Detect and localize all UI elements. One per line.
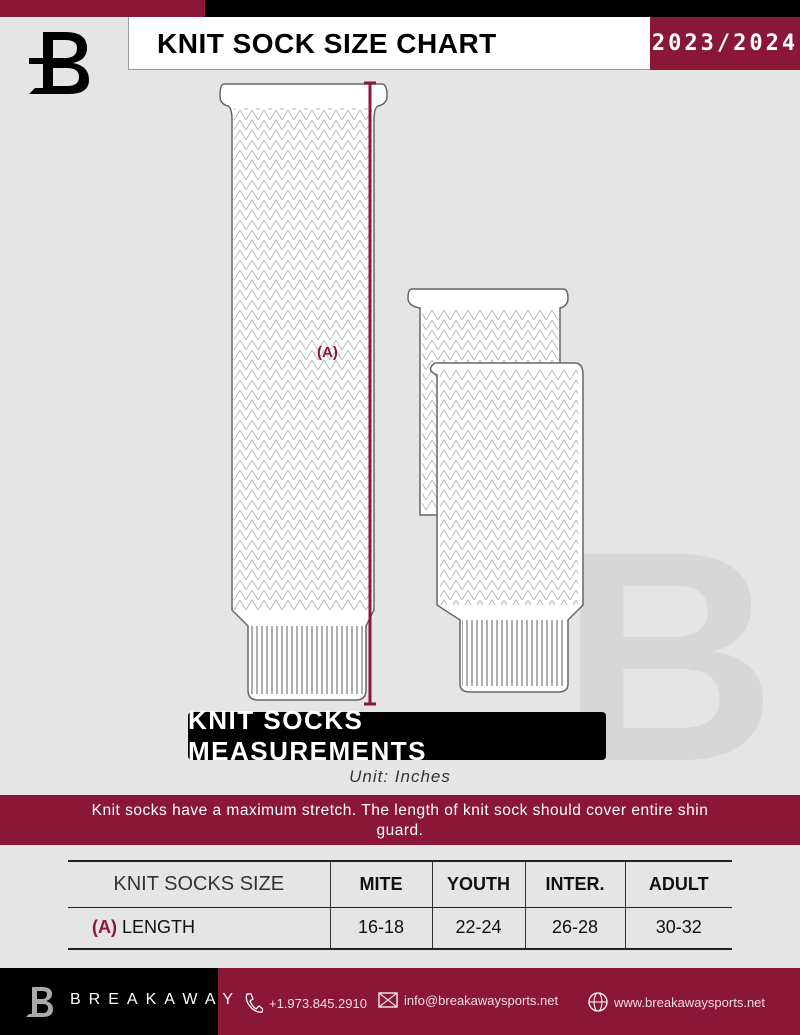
header-cell: ADULT — [624, 860, 732, 908]
footer-logo-icon — [26, 987, 53, 1017]
measurements-banner: KNIT SOCKS MEASUREMENTS — [188, 705, 606, 766]
row-label-text: LENGTH — [122, 917, 196, 938]
footer-brand: BREAKAWAY — [70, 991, 241, 1008]
table-cell: 16-18 — [329, 907, 432, 950]
globe-icon — [588, 992, 608, 1012]
note-text: Knit socks have a maximum stretch. The l… — [91, 802, 709, 839]
table-header-row: KNIT SOCKS SIZE MITE YOUTH INTER. ADULT — [68, 860, 732, 908]
email-text: info@breakawaysports.net — [404, 992, 559, 1008]
size-table: KNIT SOCKS SIZE MITE YOUTH INTER. ADULT … — [68, 860, 732, 950]
footer-contact-area — [218, 968, 800, 1035]
table-cell: 30-32 — [624, 907, 732, 950]
long-sock-illustration — [219, 83, 388, 701]
table-row: (A) LENGTH 16-18 22-24 26-28 30-32 — [68, 907, 732, 950]
season-badge: 2023/2024 — [650, 17, 800, 70]
table-cell: 26-28 — [524, 907, 625, 950]
page-title: KNIT SOCK SIZE CHART — [157, 28, 497, 59]
mite-sock-illustration — [429, 362, 584, 693]
top-black-bar — [205, 0, 800, 17]
table-cell: 22-24 — [431, 907, 525, 950]
footer-phone[interactable]: +1.973.845.2910 — [243, 992, 367, 1014]
footer-email[interactable]: info@breakawaysports.net — [378, 992, 558, 1008]
mail-icon — [378, 992, 398, 1008]
note-band: Knit socks have a maximum stretch. The l… — [0, 795, 800, 845]
phone-text: +1.973.845.2910 — [269, 995, 367, 1011]
measure-label: (A) — [317, 344, 338, 361]
header-cell: YOUTH — [431, 860, 525, 908]
website-text: www.breakawaysports.net — [614, 994, 766, 1010]
footer-website[interactable]: www.breakawaysports.net — [588, 992, 765, 1012]
header-cell: INTER. — [524, 860, 625, 908]
title-box — [128, 17, 650, 70]
top-accent-bar — [0, 0, 205, 17]
row-marker: (A) — [92, 917, 117, 938]
unit-label: Unit: Inches — [349, 767, 451, 786]
breakaway-logo — [29, 32, 89, 94]
length-measure-line — [364, 81, 376, 706]
phone-icon — [245, 993, 263, 1013]
row-label: (A) LENGTH — [68, 907, 330, 950]
header-cell: MITE — [329, 860, 432, 908]
header-cell: KNIT SOCKS SIZE — [68, 860, 330, 908]
watermark-logo: B — [560, 488, 777, 824]
